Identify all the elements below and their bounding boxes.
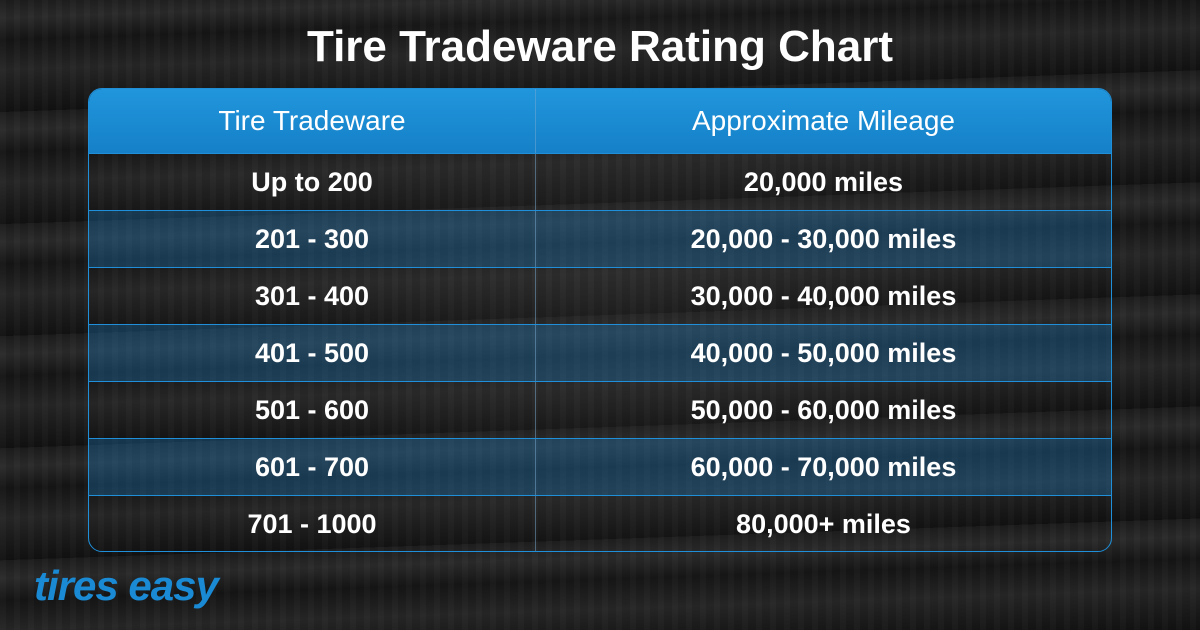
table-cell: 60,000 - 70,000 miles [690, 451, 957, 482]
table-cell: 301 - 400 [89, 268, 536, 324]
table-row: 601 - 700 60,000 - 70,000 miles [89, 438, 1111, 495]
table-row: 301 - 400 30,000 - 40,000 miles [89, 267, 1111, 324]
table-row: 501 - 600 50,000 - 60,000 miles [89, 381, 1111, 438]
table-cell: 80,000+ miles [736, 508, 911, 539]
table-cell: 30,000 - 40,000 miles [690, 280, 957, 311]
header-cell: Tire Tradeware [89, 89, 536, 153]
table-row: 401 - 500 40,000 - 50,000 miles [89, 324, 1111, 381]
table-cell: 20,000 - 30,000 miles [690, 223, 957, 254]
table-cell: Up to 200 [89, 154, 536, 210]
table-cell: 401 - 500 [89, 325, 536, 381]
table-cell: 701 - 1000 [89, 496, 536, 551]
table-row: Up to 200 20,000 miles [89, 153, 1111, 210]
logo: tires easy [34, 562, 219, 609]
title: Tire Tradeware Rating Chart [306, 22, 894, 71]
table-row: 201 - 300 20,000 - 30,000 miles [89, 210, 1111, 267]
table-row: 701 - 1000 80,000+ miles [89, 495, 1111, 551]
table-cell: 601 - 700 [89, 439, 536, 495]
table-header: Tire Tradeware Approximate Mileage [89, 89, 1111, 153]
table-cell: 20,000 miles [743, 166, 904, 197]
table: Tire Tradeware Approximate Mileage Up to… [88, 88, 1112, 552]
header-cell: Approximate Mileage [691, 105, 956, 136]
table-cell: 40,000 - 50,000 miles [690, 337, 957, 368]
table-cell: 501 - 600 [89, 382, 536, 438]
table-cell: 201 - 300 [89, 211, 536, 267]
table-cell: 50,000 - 60,000 miles [690, 394, 957, 425]
